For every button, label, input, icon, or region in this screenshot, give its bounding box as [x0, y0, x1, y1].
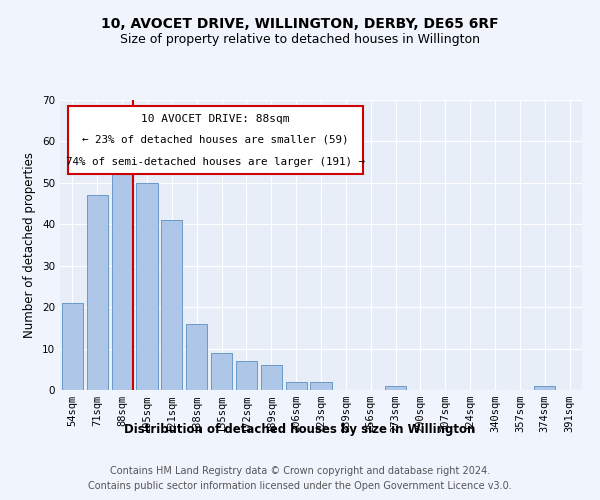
Bar: [211, 352, 232, 390]
Text: Contains HM Land Registry data © Crown copyright and database right 2024.: Contains HM Land Registry data © Crown c…: [110, 466, 490, 476]
Text: 10, AVOCET DRIVE, WILLINGTON, DERBY, DE65 6RF: 10, AVOCET DRIVE, WILLINGTON, DERBY, DE6…: [101, 18, 499, 32]
Bar: [161, 220, 182, 390]
Text: Distribution of detached houses by size in Willington: Distribution of detached houses by size …: [124, 422, 476, 436]
Text: 10 AVOCET DRIVE: 88sqm: 10 AVOCET DRIVE: 88sqm: [141, 114, 290, 124]
Bar: [385, 386, 406, 390]
Bar: [87, 196, 108, 390]
Text: Contains public sector information licensed under the Open Government Licence v3: Contains public sector information licen…: [88, 481, 512, 491]
Bar: [236, 361, 257, 390]
Bar: [261, 365, 282, 390]
Bar: [534, 386, 555, 390]
Text: Size of property relative to detached houses in Willington: Size of property relative to detached ho…: [120, 32, 480, 46]
Text: 74% of semi-detached houses are larger (191) →: 74% of semi-detached houses are larger (…: [66, 156, 365, 166]
Y-axis label: Number of detached properties: Number of detached properties: [23, 152, 37, 338]
FancyBboxPatch shape: [68, 106, 363, 174]
Bar: [186, 324, 207, 390]
Bar: [62, 303, 83, 390]
Bar: [112, 154, 133, 390]
Bar: [310, 382, 332, 390]
Bar: [136, 183, 158, 390]
Text: ← 23% of detached houses are smaller (59): ← 23% of detached houses are smaller (59…: [82, 135, 349, 145]
Bar: [286, 382, 307, 390]
